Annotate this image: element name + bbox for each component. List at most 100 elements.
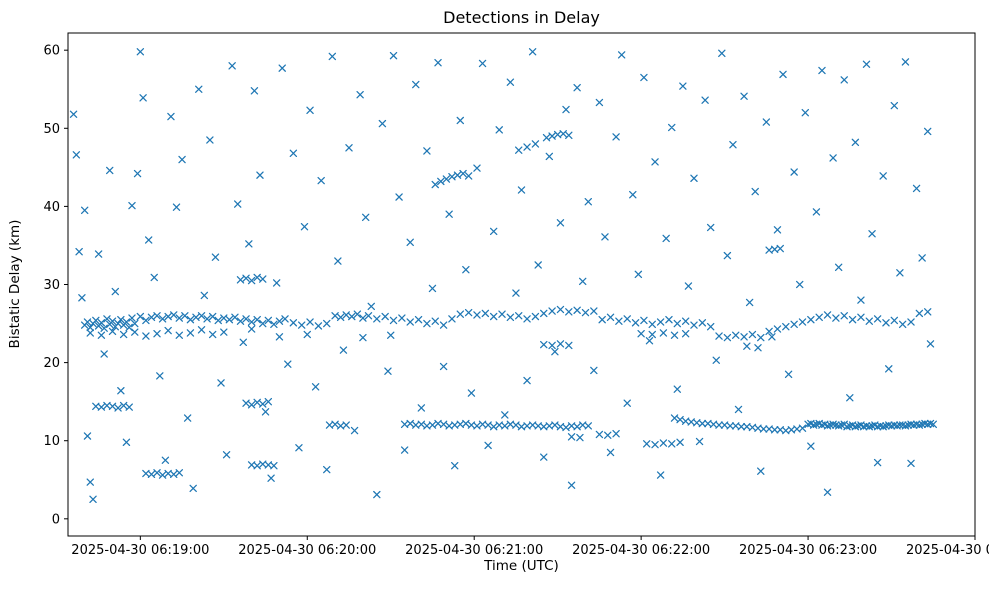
scatter-point bbox=[423, 319, 431, 328]
scatter-point bbox=[373, 315, 381, 323]
scatter-point bbox=[225, 315, 234, 324]
scatter-point bbox=[567, 481, 576, 489]
scatter-point bbox=[612, 429, 620, 438]
scatter-point bbox=[206, 136, 214, 144]
scatter-point bbox=[642, 440, 651, 448]
scatter-point bbox=[662, 234, 670, 243]
scatter-point bbox=[790, 320, 798, 329]
scatter-point bbox=[795, 280, 804, 289]
scatter-point bbox=[211, 253, 220, 261]
scatter-point bbox=[339, 346, 348, 354]
scatter-point bbox=[253, 461, 261, 470]
scatter-point bbox=[250, 87, 259, 95]
scatter-point bbox=[745, 298, 754, 307]
scatter-point bbox=[289, 149, 298, 158]
scatter-point bbox=[734, 405, 743, 414]
scatter-point bbox=[119, 401, 128, 410]
scatter-point bbox=[261, 408, 270, 416]
scatter-point bbox=[442, 175, 451, 183]
scatter-point bbox=[117, 386, 125, 395]
scatter-point bbox=[86, 329, 94, 337]
scatter-point bbox=[565, 341, 573, 350]
scatter-point bbox=[757, 333, 765, 342]
scatter-point bbox=[147, 470, 156, 479]
scatter-point bbox=[578, 277, 587, 286]
scatter-point bbox=[153, 329, 161, 338]
scatter-point bbox=[214, 316, 222, 325]
scatter-point bbox=[604, 431, 612, 439]
scatter-point bbox=[565, 131, 573, 140]
scatter-point bbox=[175, 331, 184, 339]
scatter-point bbox=[153, 312, 161, 320]
scatter-point bbox=[617, 51, 626, 59]
scatter-point bbox=[645, 337, 654, 345]
scatter-point bbox=[551, 347, 559, 356]
scatter-point bbox=[590, 366, 598, 375]
scatter-point bbox=[195, 85, 203, 93]
scatter-point bbox=[169, 311, 178, 319]
scatter-point bbox=[807, 442, 815, 450]
scatter-point bbox=[489, 227, 498, 236]
scatter-point bbox=[798, 318, 807, 326]
scatter-point bbox=[551, 421, 559, 429]
scatter-point bbox=[158, 315, 167, 323]
scatter-point bbox=[183, 414, 192, 422]
scatter-point bbox=[726, 422, 734, 430]
scatter-point bbox=[72, 151, 81, 159]
scatter-point bbox=[612, 133, 620, 141]
scatter-point bbox=[359, 333, 367, 342]
scatter-point bbox=[640, 316, 648, 325]
scatter-point bbox=[698, 419, 707, 428]
scatter-point bbox=[907, 318, 915, 326]
scatter-point bbox=[406, 419, 414, 428]
scatter-point bbox=[100, 350, 108, 358]
scatter-point bbox=[334, 257, 342, 265]
scatter-point bbox=[865, 317, 874, 325]
scatter-point bbox=[690, 174, 698, 183]
scatter-point bbox=[807, 315, 815, 324]
scatter-point bbox=[656, 471, 665, 479]
scatter-point bbox=[834, 263, 843, 272]
scatter-point bbox=[506, 78, 515, 86]
scatter-point bbox=[656, 318, 665, 326]
scatter-point bbox=[161, 456, 170, 464]
scatter-point bbox=[94, 250, 103, 258]
scatter-point bbox=[389, 316, 398, 325]
scatter-point bbox=[86, 323, 94, 332]
scatter-point bbox=[272, 279, 281, 287]
scatter-point bbox=[97, 331, 106, 339]
scatter-point bbox=[200, 291, 209, 300]
scatter-point bbox=[122, 438, 131, 446]
scatter-point bbox=[698, 319, 707, 327]
scatter-point bbox=[231, 313, 239, 322]
scatter-point bbox=[117, 315, 125, 324]
scatter-point bbox=[573, 306, 581, 314]
scatter-point bbox=[679, 82, 687, 90]
scatter-point bbox=[164, 326, 172, 335]
scatter-point bbox=[103, 315, 111, 323]
scatter-point bbox=[270, 461, 278, 470]
scatter-point bbox=[428, 421, 437, 429]
scatter-point bbox=[673, 385, 682, 393]
scatter-point bbox=[364, 312, 373, 320]
scatter-point bbox=[481, 309, 490, 318]
scatter-point bbox=[915, 309, 924, 318]
scatter-point bbox=[172, 203, 181, 211]
scatter-point bbox=[776, 244, 784, 253]
scatter-point bbox=[659, 329, 668, 337]
scatter-point bbox=[295, 444, 303, 452]
scatter-point bbox=[253, 273, 261, 282]
scatter-point bbox=[773, 325, 782, 333]
scatter-point bbox=[512, 289, 520, 297]
scatter-point bbox=[236, 317, 245, 325]
scatter-point bbox=[718, 49, 726, 58]
scatter-point bbox=[353, 310, 362, 318]
scatter-point bbox=[648, 320, 656, 329]
scatter-point bbox=[136, 48, 145, 56]
x-tick-label: 2025-04-30 06:21:00 bbox=[405, 543, 543, 558]
scatter-point bbox=[823, 311, 832, 319]
scatter-point bbox=[233, 200, 242, 208]
y-tick-label: 0 bbox=[52, 512, 60, 527]
scatter-point bbox=[264, 397, 273, 406]
